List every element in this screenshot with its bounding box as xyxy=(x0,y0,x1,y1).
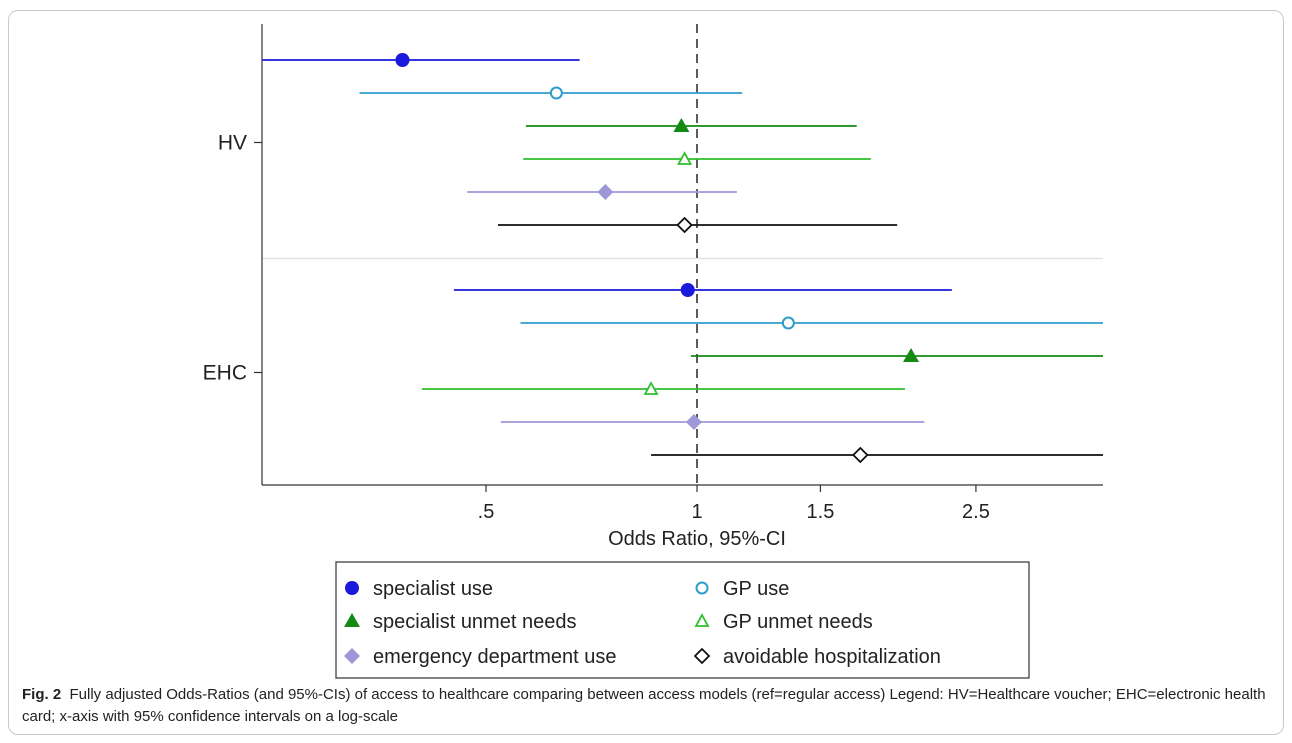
point-ehc-3 xyxy=(903,348,920,362)
x-tick-label-4: 2.5 xyxy=(962,501,990,523)
point-ehc-6 xyxy=(852,446,869,464)
legend-marker-6 xyxy=(693,647,711,665)
x-tick-label-2: 1 xyxy=(691,501,702,523)
legend-marker-3 xyxy=(344,613,360,627)
point-ehc-4 xyxy=(643,381,659,395)
point-hv-2 xyxy=(549,86,563,100)
legend-marker-4 xyxy=(694,613,710,627)
y-tick-label-hv: HV xyxy=(218,132,247,155)
caption-label: Fig. 2 xyxy=(22,686,62,703)
point-hv-1 xyxy=(395,53,410,67)
caption-text: Fully adjusted Odds-Ratios (and 95%-CIs)… xyxy=(22,686,1266,725)
x-tick-label-1: .5 xyxy=(478,501,495,523)
point-ehc-2 xyxy=(781,316,795,330)
point-hv-3 xyxy=(673,118,690,132)
legend-label-1: specialist use xyxy=(373,578,493,600)
point-hv-6 xyxy=(676,216,693,234)
legend-marker-5 xyxy=(344,648,360,664)
point-ehc-1 xyxy=(680,283,695,297)
point-hv-4 xyxy=(677,151,693,165)
legend-label-5: emergency department use xyxy=(373,646,616,668)
x-axis-title: Odds Ratio, 95%-CI xyxy=(608,528,786,550)
forest-plot: HV EHC .5 1 1.5 2.5 Odds Ratio, 95%-CI speciali… xyxy=(203,24,1103,679)
point-ehc-5 xyxy=(685,414,702,430)
legend-label-3: specialist unmet needs xyxy=(373,611,576,633)
legend-label-2: GP use xyxy=(723,578,789,600)
point-hv-5 xyxy=(597,184,614,200)
figure-caption: Fig. 2 Fully adjusted Odds-Ratios (and 9… xyxy=(22,684,1267,728)
legend-label-4: GP unmet needs xyxy=(723,611,873,633)
legend-marker-1 xyxy=(345,581,359,595)
legend-box xyxy=(335,561,1030,679)
x-tick-label-3: 1.5 xyxy=(807,501,835,523)
legend-marker-2 xyxy=(695,581,709,595)
legend-label-6: avoidable hospitalization xyxy=(723,646,941,668)
y-tick-label-ehc: EHC xyxy=(203,362,247,385)
